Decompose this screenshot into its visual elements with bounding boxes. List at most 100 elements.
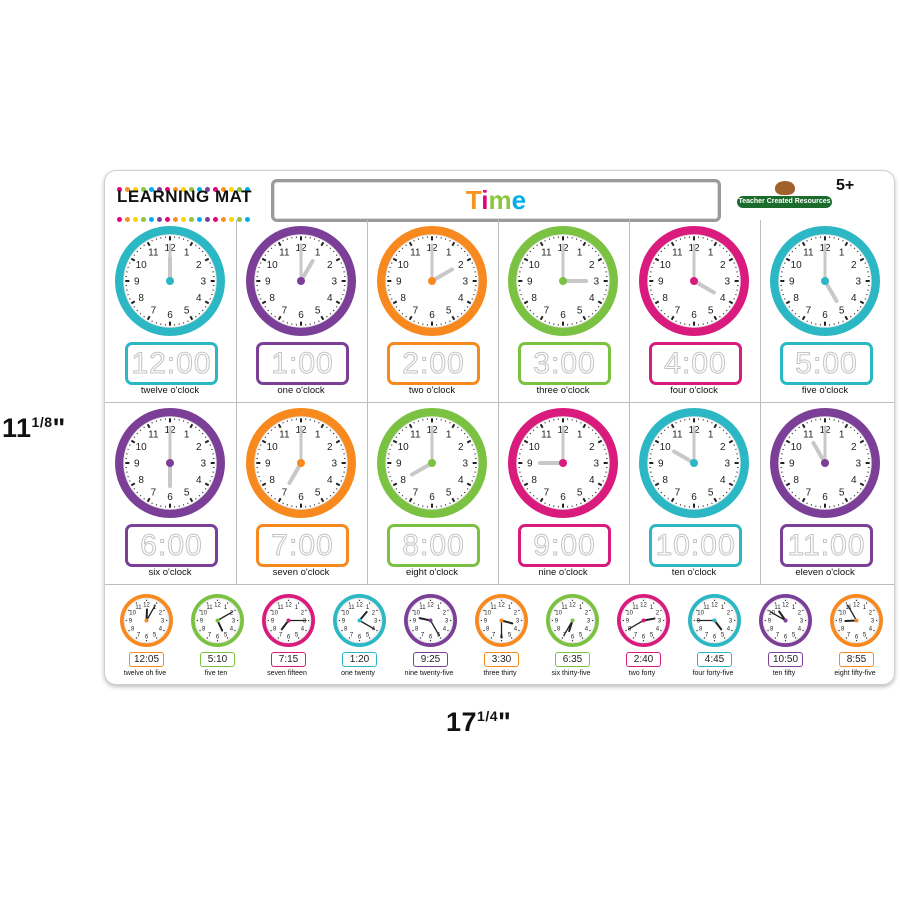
clock-numeral: 8 — [415, 627, 419, 633]
clock-numeral: 5 — [366, 633, 370, 639]
clock-tick — [853, 429, 856, 432]
clock-numeral: 11 — [148, 248, 159, 259]
clock-numeral: 7 — [675, 487, 681, 498]
clock-numeral: 8 — [400, 293, 406, 304]
clock-tick — [135, 602, 138, 604]
clock-numeral: 9 — [413, 619, 417, 625]
clock-numeral: 6 — [298, 310, 304, 321]
clock-numeral: 10 — [768, 611, 775, 617]
clock-tick — [201, 309, 204, 312]
clock-numeral: 11 — [410, 248, 421, 259]
clock-numeral: 4 — [851, 293, 857, 304]
minute-clock-cell: 1 2 3 4 5 6 7 8 9 10 11 12 1:20 one twenty — [323, 590, 393, 684]
time-words-label: five o'clock — [801, 385, 849, 396]
clock-tick — [723, 637, 726, 639]
age-badge: 5+ — [836, 177, 855, 194]
clock-tick — [544, 239, 546, 242]
clock-tick — [523, 257, 529, 262]
clock-tick — [856, 491, 859, 494]
minute-hand — [216, 611, 234, 622]
clock-numeral: 6 — [560, 492, 566, 503]
clock-numeral: 4 — [458, 475, 464, 486]
clock-numeral: 4 — [656, 627, 660, 633]
digital-time: 2:00 — [402, 347, 465, 381]
clock-numeral: 8 — [699, 627, 703, 633]
clock-numeral: 3 — [374, 619, 378, 625]
clock-numeral: 1 — [721, 605, 725, 611]
clock-tick — [209, 444, 212, 446]
clock-numeral: 2 — [458, 260, 464, 271]
clock-tick — [774, 602, 777, 604]
minute-clock-cell: 1 2 3 4 5 6 7 8 9 10 11 12 7:15 seven fifteen — [252, 590, 322, 684]
clock-tick — [318, 502, 320, 505]
clock-tick — [463, 309, 466, 312]
clock-numeral: 6 — [571, 635, 575, 641]
clock-numeral: 3 — [200, 459, 206, 470]
clock-tick — [733, 480, 736, 482]
clock-tick — [318, 239, 320, 242]
clock-tick — [536, 426, 538, 429]
clock-tick — [652, 602, 655, 604]
clock-tick — [529, 309, 532, 312]
clock-numeral: 1 — [579, 605, 583, 611]
small-time-words-label: seven fifteen — [267, 670, 307, 677]
clock-tick — [405, 244, 407, 247]
clock-tick — [652, 262, 655, 264]
publisher-label: Teacher Created Resources — [737, 196, 832, 208]
clock-center — [297, 277, 305, 285]
clock-numeral: 2 — [869, 611, 873, 617]
clock-tick — [201, 250, 204, 253]
clock-tick — [859, 254, 862, 256]
clock-numeral: 3 — [462, 277, 468, 288]
clock-numeral: 10 — [697, 611, 704, 617]
clock-numeral: 3 — [161, 619, 165, 625]
clock-numeral: 3 — [855, 277, 861, 288]
clock-numeral: 5 — [839, 487, 845, 498]
clock-tick — [594, 491, 597, 494]
small-time-words-label: three thirty — [483, 670, 517, 677]
clock-tick — [589, 609, 591, 612]
clock-numeral: 4 — [720, 475, 726, 486]
clock-tick — [536, 315, 538, 318]
clock-tick — [713, 241, 718, 247]
clock-tick — [340, 298, 343, 300]
digital-time-box: 12:00 — [125, 342, 218, 385]
clock-numeral: 1 — [315, 248, 321, 259]
clock-tick — [544, 421, 546, 424]
clock-numeral: 6 — [560, 310, 566, 321]
clock-tick — [267, 432, 270, 435]
clock-numeral: 9 — [789, 277, 795, 288]
digital-time-box: 4:00 — [649, 342, 742, 385]
clock-tick — [187, 502, 189, 505]
clock-numeral: 7 — [544, 487, 550, 498]
clock-tick — [798, 315, 800, 318]
clock-tick — [728, 300, 734, 305]
clock-tick — [859, 300, 865, 305]
clock-numeral: 4 — [589, 293, 595, 304]
clock-center — [690, 459, 698, 467]
clock-tick — [332, 491, 335, 494]
clock-numeral: 11 — [703, 605, 710, 611]
minute-hand — [145, 604, 156, 622]
clock-tick — [582, 423, 587, 429]
clock-tick — [521, 298, 524, 300]
clock-numeral: 4 — [327, 475, 333, 486]
clock-tick — [865, 637, 868, 639]
grid-divider — [105, 402, 894, 403]
clock-numeral: 4 — [159, 627, 163, 633]
clock-tick — [728, 439, 734, 444]
clock-numeral: 3 — [587, 619, 591, 625]
clock-tick — [326, 426, 328, 429]
clock-numeral: 3 — [200, 277, 206, 288]
clock-tick — [850, 497, 852, 500]
small-digital-time: 9:25 — [413, 652, 448, 667]
clock-tick — [785, 439, 791, 444]
clock-tick — [460, 494, 463, 497]
clock-numeral: 3 — [658, 619, 662, 625]
clock-numeral: 10 — [660, 260, 672, 271]
